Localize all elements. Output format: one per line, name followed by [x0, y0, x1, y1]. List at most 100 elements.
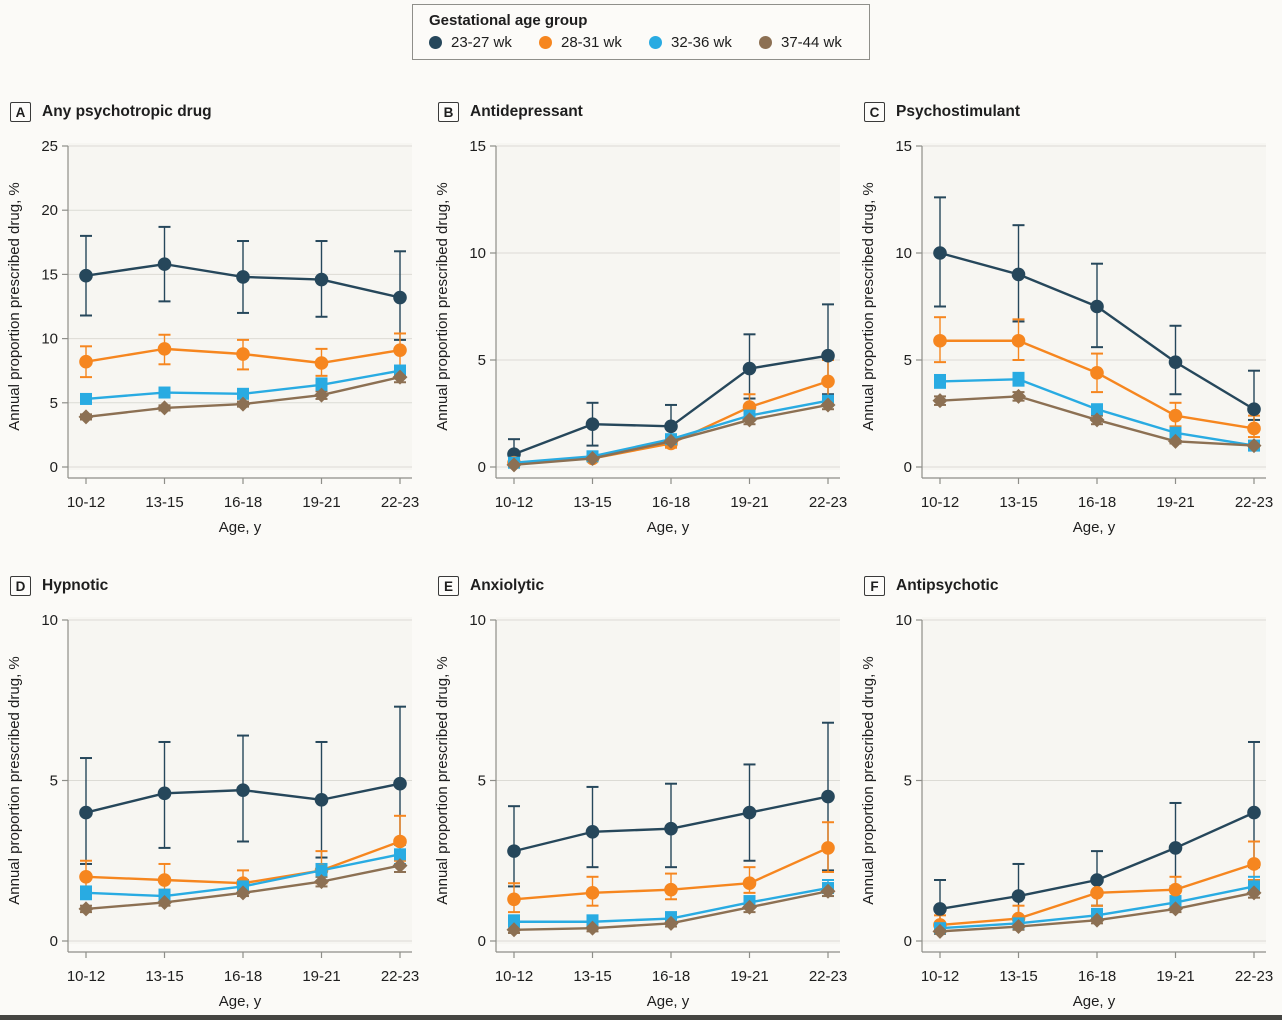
- x-tick-label: 22-23: [809, 494, 847, 511]
- marker-diamond: [1168, 901, 1183, 917]
- x-tick-label: 19-21: [1156, 494, 1194, 511]
- marker-circle: [742, 805, 757, 820]
- marker-circle: [1090, 366, 1104, 380]
- marker-diamond: [235, 396, 251, 412]
- panel-B: B Antidepressant 0 5 10 15 10-12 13-15 16-18 19-2…: [430, 92, 856, 546]
- legend: Gestational age group 23-27 wk 28-31 wk 32…: [412, 4, 870, 60]
- marker-circle: [1011, 267, 1026, 282]
- errorbars-28-31-wk: [80, 332, 406, 379]
- y-tick-label: 5: [50, 773, 58, 790]
- legend-item-37-44-wk: 37-44 wk: [759, 34, 869, 51]
- series-28-31-wk: [79, 342, 407, 370]
- marker-circle: [585, 886, 600, 900]
- series-37-44-wk: [78, 369, 408, 425]
- marker-circle: [393, 834, 407, 849]
- legend-item-label: 32-36 wk: [671, 34, 732, 51]
- x-tick-label: 19-21: [730, 494, 768, 511]
- y-tick-label: 10: [41, 331, 58, 348]
- chart-F: 0 5 10 10-12 13-15 16-18 19-21 22-23 Age, y Annua…: [860, 612, 1273, 1010]
- marker-circle: [157, 342, 172, 356]
- marker-circle: [1011, 889, 1026, 903]
- x-tick-label: 16-18: [224, 494, 262, 511]
- legend-dot-icon: [539, 36, 552, 49]
- series-23-27-wk: [933, 805, 1261, 916]
- y-axis-title: Annual proportion prescribed drug, %: [860, 182, 877, 430]
- y-tick-label: 0: [50, 933, 58, 950]
- panel-letter: F: [864, 576, 885, 596]
- y-tick-label: 10: [469, 245, 486, 262]
- marker-circle: [821, 789, 835, 804]
- errorbars-23-27-wk: [934, 196, 1260, 421]
- legend-dot-icon: [429, 36, 442, 49]
- y-axis-title: Annual proportion prescribed drug, %: [434, 182, 451, 430]
- panel-header: B Antidepressant: [438, 102, 583, 122]
- marker-diamond: [78, 409, 94, 425]
- marker-diamond: [932, 393, 948, 409]
- panel-D: D Hypnotic 0 5 10 10-12 13-15 16-18 19-21 22-23 Ag…: [2, 566, 428, 1020]
- marker-circle: [821, 348, 835, 363]
- bottom-edge-bar: [0, 1015, 1282, 1020]
- y-tick-label: 15: [469, 138, 486, 155]
- series-37-44-wk: [932, 388, 1262, 454]
- marker-circle: [664, 821, 678, 836]
- marker-circle: [314, 272, 329, 287]
- marker-circle: [821, 841, 835, 855]
- x-tick-label: 16-18: [652, 494, 690, 511]
- marker-square: [158, 386, 171, 399]
- x-tick-label: 19-21: [302, 968, 340, 985]
- marker-diamond: [820, 883, 836, 899]
- marker-diamond: [1011, 919, 1026, 935]
- marker-diamond: [1246, 885, 1262, 901]
- series-28-31-wk: [507, 841, 835, 907]
- marker-diamond: [742, 412, 757, 428]
- legend-item-label: 28-31 wk: [561, 34, 622, 51]
- marker-circle: [79, 870, 93, 884]
- marker-circle: [1247, 421, 1261, 436]
- panel-header: D Hypnotic: [10, 576, 108, 596]
- x-tick-label: 19-21: [302, 494, 340, 511]
- series-37-44-wk: [506, 883, 836, 938]
- y-axis-title: Annual proportion prescribed drug, %: [6, 182, 23, 430]
- legend-items: 23-27 wk 28-31 wk 32-36 wk 37-44 wk: [429, 34, 869, 51]
- y-tick-label: 15: [895, 138, 912, 155]
- marker-circle: [742, 876, 757, 891]
- marker-circle: [314, 792, 329, 807]
- x-axis-title: Age, y: [647, 519, 690, 536]
- chart-E: 0 5 10 10-12 13-15 16-18 19-21 22-23 Age, y Annua…: [434, 612, 847, 1010]
- x-tick-label: 22-23: [1235, 968, 1273, 985]
- marker-diamond: [392, 858, 408, 874]
- marker-circle: [236, 347, 250, 361]
- legend-item-23-27-wk: 23-27 wk: [429, 34, 539, 51]
- y-tick-label: 10: [469, 612, 486, 629]
- marker-circle: [236, 270, 250, 284]
- panel-title: Anxiolytic: [470, 577, 545, 594]
- x-tick-label: 10-12: [921, 494, 959, 511]
- y-tick-label: 10: [41, 612, 58, 629]
- marker-circle: [314, 356, 329, 370]
- x-tick-label: 10-12: [495, 968, 533, 985]
- marker-diamond: [235, 885, 251, 901]
- marker-diamond: [1089, 412, 1105, 428]
- marker-diamond: [663, 915, 679, 931]
- marker-circle: [585, 417, 600, 432]
- y-tick-label: 5: [478, 773, 486, 790]
- marker-circle: [157, 786, 172, 801]
- panel-letter: C: [864, 102, 885, 122]
- marker-diamond: [1011, 388, 1026, 404]
- x-tick-label: 10-12: [495, 494, 533, 511]
- marker-circle: [79, 268, 93, 283]
- series-23-27-wk: [79, 257, 407, 305]
- panel-title: Hypnotic: [42, 577, 109, 594]
- x-tick-label: 22-23: [381, 968, 419, 985]
- marker-square: [1012, 373, 1025, 386]
- y-tick-label: 25: [41, 138, 58, 155]
- marker-diamond: [314, 874, 329, 890]
- y-axis-title: Annual proportion prescribed drug, %: [434, 656, 451, 904]
- legend-item-28-31-wk: 28-31 wk: [539, 34, 649, 51]
- marker-circle: [933, 902, 947, 916]
- x-tick-label: 16-18: [1078, 494, 1116, 511]
- marker-diamond: [742, 899, 757, 915]
- marker-circle: [1168, 355, 1183, 369]
- y-tick-label: 20: [41, 202, 58, 219]
- marker-circle: [79, 354, 93, 369]
